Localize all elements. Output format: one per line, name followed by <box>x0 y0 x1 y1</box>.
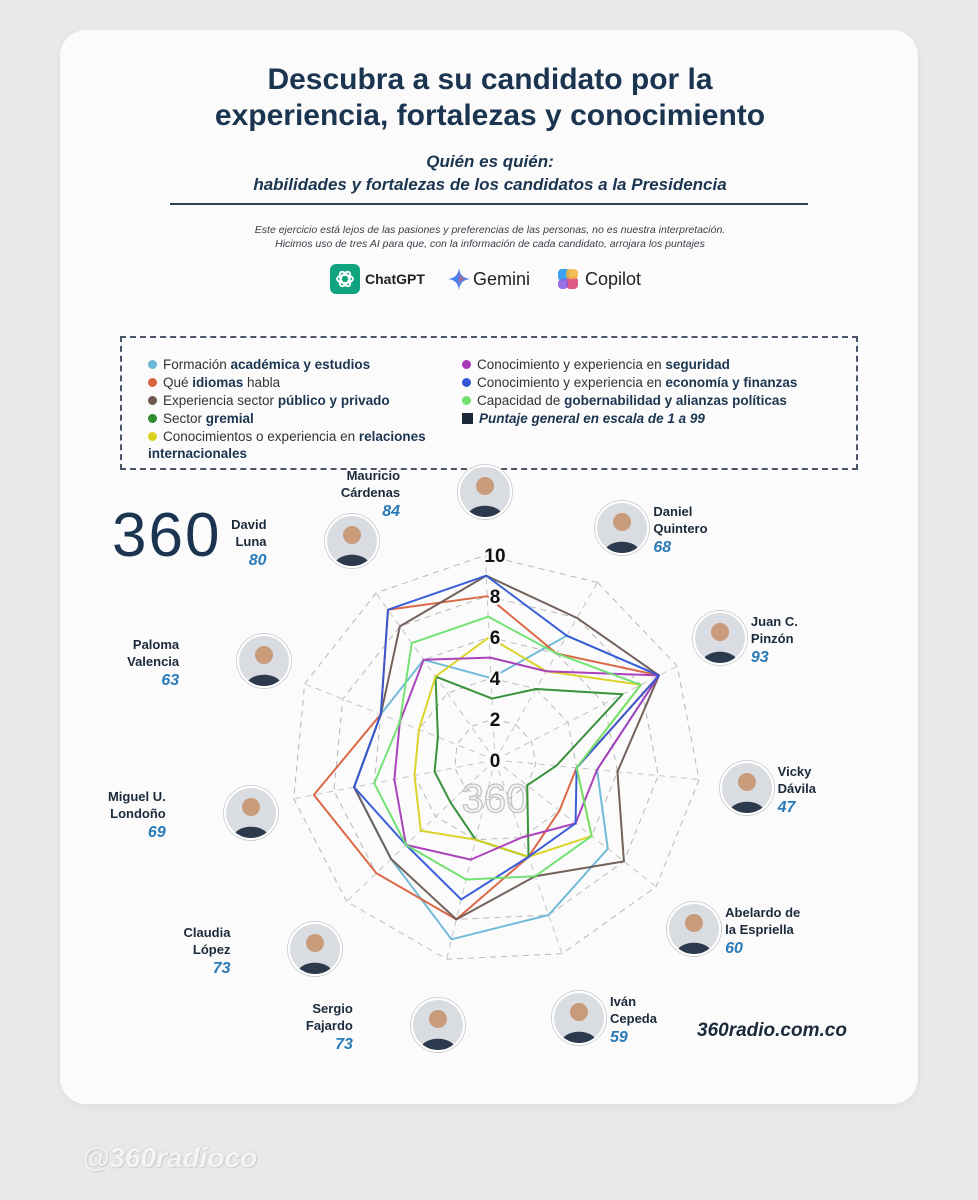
candidate-name: Daniel Quintero <box>653 503 708 536</box>
candidate-score: 59 <box>610 1028 628 1046</box>
candidate-name: Miguel U. Londoño <box>107 789 166 822</box>
candidate-name: Vicky Dávila <box>777 763 816 796</box>
ai-tool-gemini: Gemini <box>448 264 530 294</box>
page-title: Descubra a su candidato por la experienc… <box>130 62 850 134</box>
candidate-avatar <box>667 902 722 957</box>
legend-dot <box>148 395 157 405</box>
header-divider <box>170 203 808 205</box>
radial-tick-label: 8 <box>490 587 501 608</box>
gemini-icon <box>448 268 470 290</box>
series-line <box>353 574 660 901</box>
ai-tool-label: Copilot <box>585 268 642 289</box>
series-line <box>393 656 660 861</box>
radial-tick-label: 6 <box>490 628 501 649</box>
candidate-score: 73 <box>335 1036 353 1054</box>
brand-logo: 360 <box>112 501 222 570</box>
subtitle-line-2: habilidades y fortalezas de los candidat… <box>253 175 727 194</box>
chart-watermark: 360 <box>462 777 529 821</box>
legend-item-economy: Conocimiento y experiencia en economía y… <box>462 374 797 391</box>
candidate-name: Mauricio Cárdenas <box>340 467 401 500</box>
legend-item-academic: Formación académica y estudios <box>148 356 370 373</box>
candidate-score: 47 <box>777 798 796 816</box>
candidate-score: 93 <box>750 648 769 666</box>
legend-dot <box>148 377 157 387</box>
title-line-1: Descubra a su candidato por la <box>267 63 713 96</box>
legend: Formación académica y estudios Qué idiom… <box>120 336 858 470</box>
candidate-name: Juan C. Pinzón <box>750 613 798 646</box>
candidate-score: 80 <box>248 552 267 570</box>
radial-tick-label: 2 <box>490 710 501 731</box>
candidate-name: Paloma Valencia <box>127 637 180 670</box>
grid-ring <box>293 554 700 960</box>
chatgpt-icon <box>330 264 360 294</box>
legend-item-overall-score: Puntaje general en escala de 1 a 99 <box>462 410 705 427</box>
candidate-avatar <box>552 990 607 1045</box>
candidate-score: 60 <box>725 940 743 958</box>
website-label: 360radio.com.co <box>697 1020 847 1041</box>
legend-item-governability: Capacidad de gobernabilidad y alianzas p… <box>462 392 787 409</box>
legend-dot <box>148 431 157 441</box>
disclaimer: Este ejercicio está lejos de las pasione… <box>170 223 810 251</box>
candidate-avatar <box>288 921 343 976</box>
candidate-avatar <box>692 610 747 665</box>
legend-item-security: Conocimiento y experiencia en seguridad <box>462 356 730 373</box>
page-subtitle: Quién es quién: habilidades y fortalezas… <box>170 150 810 196</box>
grid-spoke <box>494 665 678 761</box>
candidate-score: 69 <box>147 824 166 842</box>
candidate-avatar <box>719 760 774 815</box>
legend-item-public-private: Experiencia sector público y privado <box>148 392 390 409</box>
candidate-avatar <box>410 998 465 1053</box>
candidate-avatar <box>595 500 650 555</box>
series-line <box>353 574 660 921</box>
series-line <box>373 615 642 881</box>
legend-item-guild: Sector gremial <box>148 410 254 427</box>
ai-tool-label: ChatGPT <box>365 271 425 287</box>
legend-dot <box>148 413 157 423</box>
copilot-icon <box>558 269 578 289</box>
candidate-name: Iván Cepeda <box>610 993 657 1026</box>
candidate-avatar <box>458 464 513 519</box>
candidate-name: Abelardo de la Espriella <box>725 905 801 938</box>
ai-tool-label: Gemini <box>473 268 531 289</box>
legend-item-international: Conocimientos o experiencia en relacione… <box>148 429 426 461</box>
social-handle: @360radioco <box>82 1142 258 1173</box>
candidate-score: 73 <box>212 959 231 977</box>
ai-tool-copilot: Copilot <box>556 264 641 294</box>
candidate-avatar <box>237 634 292 689</box>
disclaimer-line-2: Hicimos uso de tres AI para que, con la … <box>275 238 705 250</box>
legend-dot <box>462 395 471 405</box>
radial-tick-label: 10 <box>484 546 505 567</box>
grid-ring <box>413 677 578 841</box>
subtitle-line-1: Quién es quién: <box>426 152 554 171</box>
radial-tick-label: 4 <box>490 669 501 690</box>
candidate-name: David Luna <box>231 517 267 550</box>
ai-tool-chatgpt: ChatGPT <box>330 264 425 294</box>
legend-dot <box>462 377 471 387</box>
grid-ring <box>454 718 537 801</box>
ai-tools-row: ChatGPT Gemini Copilot <box>330 264 670 294</box>
candidate-score: 63 <box>161 672 180 690</box>
candidate-avatar <box>223 786 278 841</box>
legend-square <box>462 412 473 424</box>
legend-dot <box>462 359 471 369</box>
radial-tick-label: 0 <box>490 751 501 772</box>
radar-chart: 360 0 2 4 6 8 10 <box>293 544 700 960</box>
series-line <box>433 675 624 858</box>
candidate-score: 84 <box>382 502 401 520</box>
candidate-avatar <box>324 514 379 569</box>
candidate-name: Sergio Fajardo <box>305 1001 353 1034</box>
legend-item-languages: Qué idiomas habla <box>148 374 280 391</box>
disclaimer-line-1: Este ejercicio está lejos de las pasione… <box>254 224 726 236</box>
candidate-name: Claudia López <box>183 924 231 957</box>
candidate-score: 68 <box>653 538 672 556</box>
title-line-2: experiencia, fortalezas y conocimiento <box>214 99 766 132</box>
legend-dot <box>148 359 157 369</box>
infographic-card <box>60 30 918 1104</box>
